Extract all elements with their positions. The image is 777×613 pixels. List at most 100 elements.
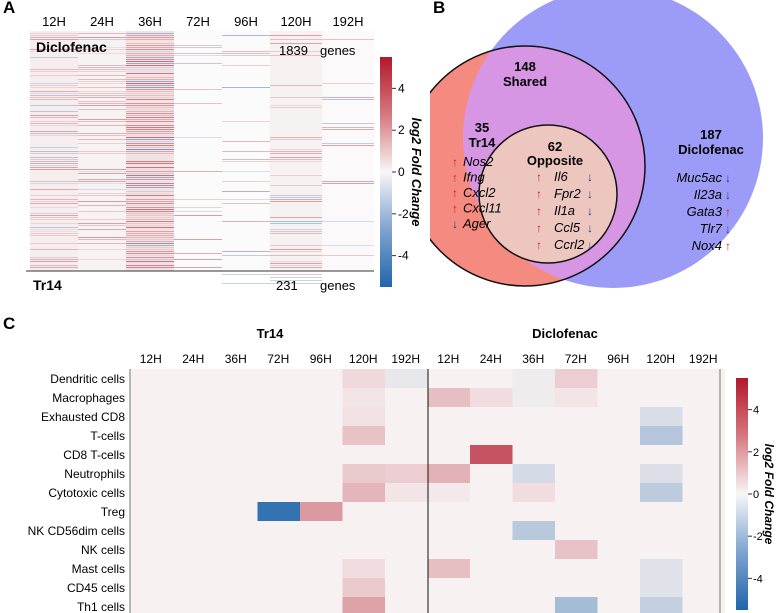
heat-cell	[257, 369, 300, 388]
c-row-label: CD45 cells	[67, 581, 125, 595]
gene-line	[174, 199, 222, 200]
gene-line	[222, 141, 270, 142]
heat-cell	[172, 559, 215, 578]
gene-line	[126, 105, 174, 106]
heat-cell	[640, 502, 683, 521]
a-col-label: 36H	[138, 14, 162, 29]
heat-cell	[512, 369, 555, 388]
gene-line	[270, 39, 322, 40]
gene-line	[30, 257, 78, 258]
heat-cell	[427, 388, 470, 407]
gene-line	[126, 177, 174, 178]
gene-line	[126, 231, 174, 232]
heat-cell	[130, 578, 173, 597]
a-column-band	[174, 31, 222, 271]
gene-line	[78, 95, 126, 96]
heat-cell	[597, 445, 640, 464]
gene-line	[174, 267, 222, 268]
cb-tick-label: 0	[398, 165, 405, 179]
gene-name: Ccl5	[554, 220, 581, 235]
heat-cell	[385, 502, 428, 521]
heat-cell	[385, 445, 428, 464]
heat-cell	[172, 502, 215, 521]
gene-line	[78, 211, 126, 212]
gene-line	[174, 253, 222, 254]
gene-line	[126, 247, 174, 248]
heat-cell	[342, 559, 385, 578]
gene-line	[322, 97, 374, 98]
heat-cell	[172, 578, 215, 597]
gene-line	[30, 169, 78, 170]
heat-cell	[385, 369, 428, 388]
gene-line	[30, 189, 78, 190]
group-label-diclofenac: Diclofenac	[36, 39, 107, 55]
gene-line	[270, 277, 322, 278]
up-arrow-icon: ↑	[536, 170, 542, 184]
gene-line	[126, 255, 174, 256]
colorbar-a	[380, 57, 392, 287]
gene-line	[126, 195, 174, 196]
gene-line	[270, 161, 322, 162]
gene-line	[322, 145, 374, 146]
heat-cell	[470, 559, 513, 578]
gene-line	[126, 121, 174, 122]
up-arrow-icon: ↑	[536, 238, 542, 252]
gene-line	[78, 237, 126, 238]
gene-line	[30, 131, 78, 132]
gene-line	[126, 257, 174, 258]
gene-line	[126, 259, 174, 260]
heat-cell	[597, 464, 640, 483]
gene-line	[222, 255, 270, 256]
gene-line	[270, 137, 322, 138]
gene-line	[322, 99, 374, 100]
gene-line	[126, 85, 174, 86]
a-col-label: 72H	[186, 14, 210, 29]
heat-cell	[555, 464, 598, 483]
gene-line	[270, 280, 322, 281]
gene-line	[126, 91, 174, 92]
heat-cell	[512, 483, 555, 502]
heat-cell	[130, 540, 173, 559]
gene-line	[174, 137, 222, 138]
c-col-label: 12H	[140, 352, 162, 366]
gene-line	[30, 153, 78, 154]
c-col-label: 24H	[182, 352, 204, 366]
gene-line	[78, 71, 126, 72]
group-header-diclofenac: Diclofenac	[532, 326, 598, 341]
gene-line	[222, 199, 270, 200]
gene-line	[126, 39, 174, 40]
heat-cell	[385, 559, 428, 578]
gene-line	[126, 141, 174, 142]
heat-cell	[215, 559, 258, 578]
gene-line	[30, 219, 78, 220]
gene-line	[30, 83, 78, 84]
gene-line	[126, 131, 174, 132]
tr14-label: Tr14	[469, 135, 497, 150]
heat-cell	[215, 578, 258, 597]
gene-line	[126, 253, 174, 254]
gene-line	[126, 245, 174, 246]
heat-cell	[555, 502, 598, 521]
gene-line	[78, 243, 126, 244]
gene-line	[270, 197, 322, 198]
gene-line	[126, 261, 174, 262]
gene-line	[126, 149, 174, 150]
heat-cell	[172, 369, 215, 388]
panel-a-letter: A	[3, 0, 16, 17]
heat-cell	[172, 483, 215, 502]
a-col-label: 192H	[332, 14, 363, 29]
panel-b-venn: 148 Shared 35 Tr14 187 Diclofenac 62 Opp…	[430, 0, 763, 288]
heat-cell	[597, 426, 640, 445]
heat-cell	[342, 521, 385, 540]
gene-line	[126, 49, 174, 50]
gene-line	[270, 217, 322, 218]
gene-line	[30, 93, 78, 94]
heat-cell	[427, 502, 470, 521]
heat-cell	[385, 464, 428, 483]
heat-cell	[555, 540, 598, 559]
heat-cell	[597, 540, 640, 559]
gene-line	[126, 249, 174, 250]
gene-line	[126, 233, 174, 234]
gene-line	[222, 161, 270, 162]
gene-line	[30, 243, 78, 244]
